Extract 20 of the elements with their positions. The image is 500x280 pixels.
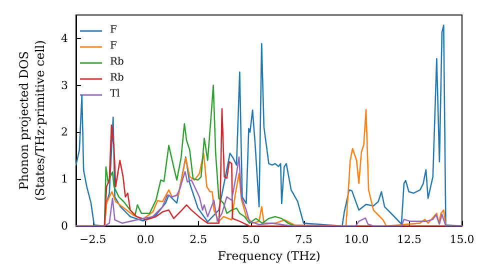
y-tick-label: 3 bbox=[61, 78, 68, 92]
y-axis-title: Phonon projected DOS (States/THz·primitive cell) bbox=[17, 40, 47, 201]
legend-label: F bbox=[110, 40, 117, 52]
x-tick-label: 10.0 bbox=[344, 233, 369, 246]
x-axis-title: Frequency (THz) bbox=[218, 249, 320, 263]
x-tick-label: −2.5 bbox=[80, 233, 106, 246]
x-tick-label: 2.5 bbox=[190, 233, 208, 246]
legend-label: Rb bbox=[110, 72, 124, 84]
y-tick-label: 4 bbox=[61, 32, 68, 45]
x-tick-label: 12.5 bbox=[397, 233, 422, 246]
x-tick-label: 0.0 bbox=[136, 233, 154, 246]
legend-label: Tl bbox=[110, 88, 120, 100]
y-tick-label: 0 bbox=[61, 220, 68, 232]
legend-label: Rb bbox=[110, 56, 124, 68]
y-tick-label: 1 bbox=[61, 172, 68, 186]
x-tick-label: 7.5 bbox=[295, 233, 313, 246]
legend-label: F bbox=[110, 24, 117, 36]
x-tick-label: 15.0 bbox=[450, 233, 474, 246]
x-tick-label: 5.0 bbox=[242, 233, 260, 246]
y-tick-label: 2 bbox=[61, 126, 68, 139]
